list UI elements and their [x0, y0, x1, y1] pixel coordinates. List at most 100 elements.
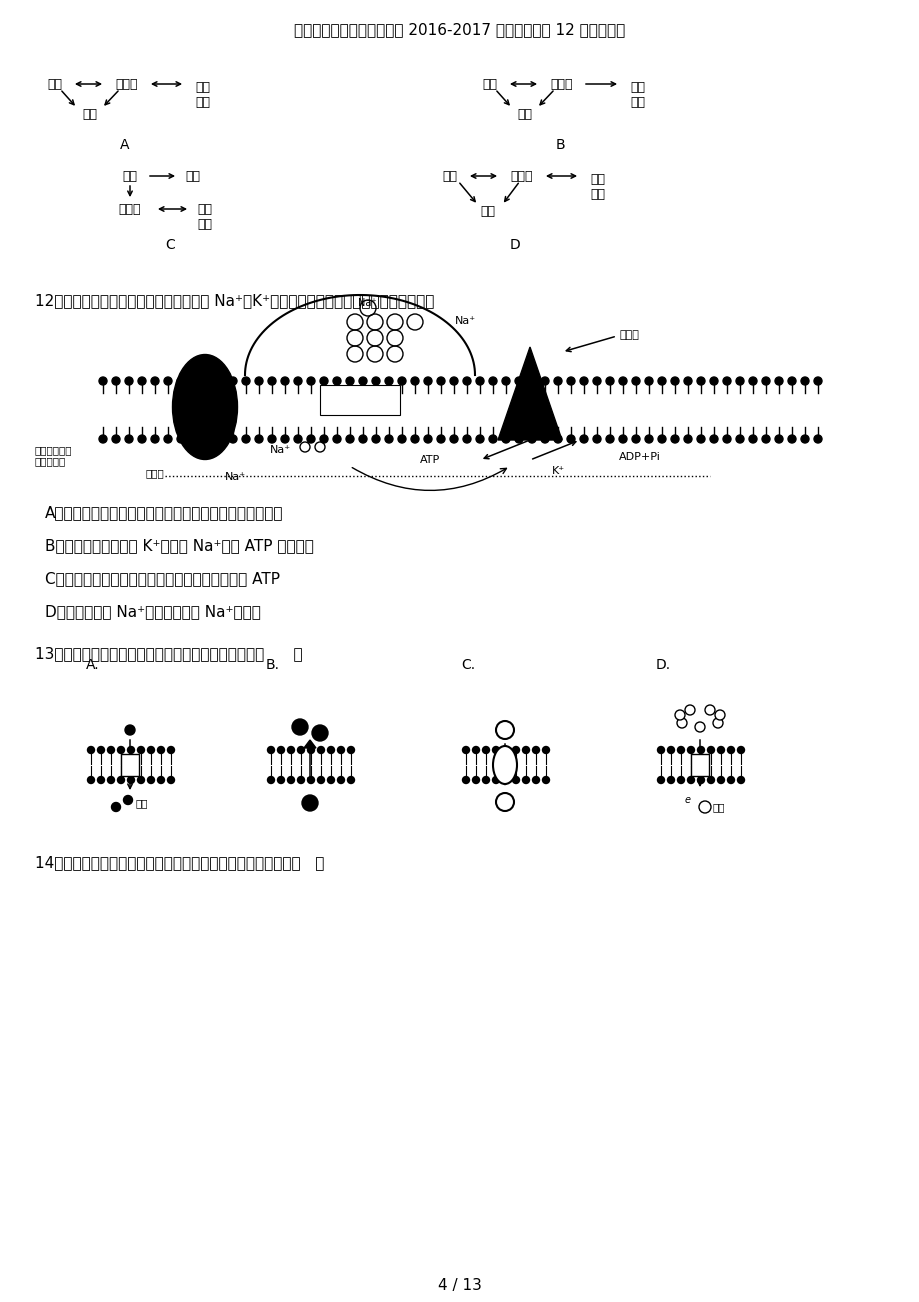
Circle shape: [125, 725, 135, 736]
Circle shape: [472, 776, 479, 784]
Circle shape: [280, 435, 289, 443]
Circle shape: [384, 435, 392, 443]
Circle shape: [333, 378, 341, 385]
Circle shape: [138, 435, 146, 443]
Bar: [690, 754, 709, 776]
Text: e: e: [685, 796, 690, 805]
Circle shape: [707, 776, 714, 784]
Circle shape: [280, 378, 289, 385]
Circle shape: [698, 801, 710, 812]
Text: Na⁺: Na⁺: [454, 316, 475, 326]
Circle shape: [566, 378, 574, 385]
Circle shape: [320, 435, 328, 443]
Circle shape: [657, 378, 665, 385]
Circle shape: [553, 435, 562, 443]
Circle shape: [358, 378, 367, 385]
Circle shape: [411, 378, 418, 385]
Circle shape: [748, 378, 756, 385]
Circle shape: [312, 725, 328, 741]
Circle shape: [606, 435, 613, 443]
Circle shape: [307, 378, 314, 385]
Circle shape: [670, 435, 678, 443]
Circle shape: [128, 776, 134, 784]
Circle shape: [216, 378, 223, 385]
Circle shape: [631, 378, 640, 385]
Text: 细胞
内液: 细胞 内液: [630, 81, 645, 109]
Circle shape: [515, 378, 522, 385]
Circle shape: [579, 435, 587, 443]
Text: 12．下图是羊小肠上皮细胞吸收葡萄糖及 Na⁺、K⁺跨膜运输的原理图。下列分析不正确的是: 12．下图是羊小肠上皮细胞吸收葡萄糖及 Na⁺、K⁺跨膜运输的原理图。下列分析不…: [35, 293, 434, 309]
Circle shape: [424, 378, 432, 385]
Circle shape: [709, 435, 717, 443]
Circle shape: [670, 378, 678, 385]
Text: A: A: [120, 138, 130, 152]
Circle shape: [176, 435, 185, 443]
Circle shape: [118, 746, 124, 754]
Circle shape: [707, 746, 714, 754]
Circle shape: [255, 378, 263, 385]
Circle shape: [697, 378, 704, 385]
Circle shape: [667, 776, 674, 784]
Circle shape: [317, 776, 324, 784]
Circle shape: [384, 378, 392, 385]
Text: 血浆: 血浆: [442, 171, 457, 184]
Circle shape: [492, 776, 499, 784]
Circle shape: [686, 776, 694, 784]
Circle shape: [137, 776, 144, 784]
Text: C．小肠上皮细胞吸收葡萄糖所需能量直接来自于 ATP: C．小肠上皮细胞吸收葡萄糖所需能量直接来自于 ATP: [45, 572, 279, 586]
Circle shape: [371, 435, 380, 443]
Circle shape: [683, 378, 691, 385]
Text: 血浆: 血浆: [482, 78, 497, 91]
Circle shape: [333, 435, 341, 443]
Circle shape: [151, 378, 159, 385]
Circle shape: [722, 378, 731, 385]
Circle shape: [398, 378, 405, 385]
Text: 血浆: 血浆: [48, 78, 62, 91]
Text: Na⁺: Na⁺: [224, 473, 245, 482]
Circle shape: [371, 378, 380, 385]
Text: D: D: [509, 238, 520, 253]
Circle shape: [125, 435, 133, 443]
Text: A.: A.: [85, 658, 99, 672]
Text: 细胞
内液: 细胞 内液: [590, 173, 605, 201]
Text: 血浆: 血浆: [122, 171, 137, 184]
Circle shape: [522, 746, 529, 754]
Circle shape: [337, 746, 344, 754]
Circle shape: [542, 776, 549, 784]
Circle shape: [709, 378, 717, 385]
Circle shape: [346, 435, 354, 443]
Circle shape: [540, 378, 549, 385]
Circle shape: [327, 746, 335, 754]
Circle shape: [147, 776, 154, 784]
Circle shape: [722, 435, 731, 443]
Circle shape: [99, 435, 107, 443]
Circle shape: [297, 746, 304, 754]
Circle shape: [462, 776, 469, 784]
Circle shape: [287, 746, 294, 754]
Circle shape: [704, 704, 714, 715]
Circle shape: [727, 776, 733, 784]
Bar: [121, 754, 139, 776]
Circle shape: [151, 435, 159, 443]
Circle shape: [489, 378, 496, 385]
Circle shape: [683, 435, 691, 443]
Circle shape: [112, 435, 119, 443]
Circle shape: [462, 435, 471, 443]
Circle shape: [495, 793, 514, 811]
Circle shape: [138, 378, 146, 385]
Circle shape: [475, 435, 483, 443]
Circle shape: [287, 776, 294, 784]
Circle shape: [462, 746, 469, 754]
Text: 淋巴: 淋巴: [480, 204, 495, 217]
Circle shape: [347, 746, 354, 754]
Circle shape: [788, 435, 795, 443]
Circle shape: [278, 746, 284, 754]
Circle shape: [489, 435, 496, 443]
Circle shape: [347, 776, 354, 784]
Circle shape: [606, 378, 613, 385]
FancyBboxPatch shape: [320, 385, 400, 415]
Circle shape: [449, 435, 458, 443]
Circle shape: [482, 776, 489, 784]
Text: 淋巴: 淋巴: [186, 171, 200, 184]
Text: 能量: 能量: [712, 802, 725, 812]
